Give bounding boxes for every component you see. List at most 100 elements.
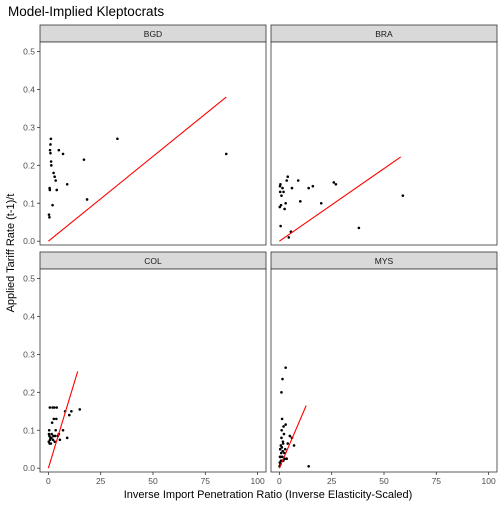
- facet-border-mys: [270, 268, 498, 473]
- data-point-bgd-5: [49, 151, 52, 155]
- data-point-col-13: [51, 438, 55, 442]
- data-point-bgd-20: [116, 137, 119, 141]
- y-tick-label-0-1: 0.1: [23, 198, 35, 208]
- data-point-bgd-17: [65, 182, 69, 186]
- data-point-mys-29: [292, 444, 296, 447]
- y-tick-label-0-3: 0.3: [23, 122, 35, 132]
- data-point-bgd-7: [49, 137, 53, 141]
- data-point-mys-17: [281, 442, 285, 445]
- y-tick-label-1-4: 0.4: [23, 311, 35, 321]
- data-point-mys-11: [280, 446, 284, 449]
- data-point-bra-3: [279, 182, 282, 186]
- facet-panels: BGD BRA COL MYS: [39, 24, 498, 473]
- data-point-bgd-21: [224, 152, 228, 156]
- data-point-bra-11: [285, 179, 288, 182]
- x-tick-label-1-25: 25: [327, 476, 337, 486]
- data-point-mys-10: [280, 428, 283, 432]
- data-point-bgd-4: [48, 148, 52, 152]
- fit-line-bra: [279, 156, 402, 242]
- chart-title: Model-Implied Kleptocrats: [8, 4, 164, 19]
- data-point-bgd-3: [48, 188, 52, 192]
- y-tick-label-0-0: 0.0: [23, 236, 35, 246]
- data-point-bra-24: [401, 194, 405, 197]
- data-point-col-19: [54, 428, 57, 432]
- data-point-bra-13: [287, 236, 291, 239]
- data-point-mys-33: [307, 465, 310, 468]
- facet-border-bra: [270, 41, 498, 246]
- data-point-bra-19: [311, 184, 315, 188]
- x-tick-label-1-75: 75: [432, 476, 442, 486]
- x-tick-label-0-25: 25: [96, 476, 106, 486]
- data-point-col-18: [53, 434, 57, 438]
- y-axis-title: Applied Tariff Rate (t-1)/t: [5, 194, 17, 313]
- data-point-bra-2: [278, 190, 282, 194]
- data-point-mys-26: [286, 442, 290, 445]
- y-tick-label-0-5: 0.5: [23, 46, 35, 56]
- data-point-bra-6: [280, 194, 283, 197]
- data-point-mys-30: [280, 391, 283, 394]
- data-point-mys-31: [281, 377, 284, 381]
- data-point-bra-10: [284, 201, 287, 205]
- data-point-col-2: [47, 428, 51, 432]
- data-point-bra-20: [319, 201, 323, 205]
- facet-panel-bra: BRA: [270, 24, 498, 246]
- x-tick-label-0-100: 100: [251, 476, 265, 486]
- data-point-col-24: [58, 438, 62, 442]
- x-tick-label-0-0: 0: [46, 476, 51, 486]
- data-point-mys-12: [280, 417, 284, 421]
- data-point-bra-4: [279, 224, 282, 228]
- facet-label-bgd: BGD: [144, 29, 162, 39]
- y-tick-label-1-2: 0.2: [23, 387, 35, 397]
- fit-line-bgd: [48, 96, 227, 242]
- data-point-col-21: [55, 406, 59, 409]
- data-point-col-29: [70, 409, 73, 413]
- data-point-mys-13: [281, 455, 284, 459]
- data-point-bgd-18: [82, 158, 86, 161]
- data-point-mys-16: [281, 440, 285, 443]
- data-point-bra-0: [278, 205, 282, 209]
- facet-label-mys: MYS: [375, 256, 394, 266]
- data-point-col-16: [52, 406, 56, 409]
- data-point-mys-23: [283, 447, 287, 451]
- data-point-bra-9: [283, 207, 286, 211]
- data-point-bra-22: [334, 182, 338, 186]
- data-point-mys-32: [284, 366, 287, 369]
- fit-line-mys: [278, 405, 307, 469]
- x-axis-ticks: 0 25 50 75 100 0 25 50 75 100: [46, 472, 496, 486]
- data-point-bgd-1: [48, 216, 51, 219]
- data-point-col-30: [78, 408, 82, 411]
- data-point-bra-15: [290, 186, 294, 190]
- data-point-bgd-0: [47, 213, 51, 216]
- data-point-bgd-8: [49, 160, 53, 163]
- data-point-mys-6: [279, 444, 283, 447]
- x-tick-label-0-50: 50: [148, 476, 158, 486]
- y-tick-label-0-2: 0.2: [23, 160, 35, 170]
- x-tick-label-1-50: 50: [379, 476, 389, 486]
- data-point-bgd-10: [51, 203, 54, 207]
- data-point-bra-21: [332, 181, 336, 184]
- facet-panel-bgd: BGD: [39, 24, 267, 246]
- data-point-col-5: [48, 406, 52, 409]
- data-point-col-8: [49, 442, 53, 445]
- data-point-bra-23: [357, 226, 361, 230]
- data-point-mys-8: [279, 451, 283, 455]
- y-tick-label-0-4: 0.4: [23, 84, 35, 94]
- data-point-mys-24: [284, 423, 287, 426]
- data-point-bgd-13: [54, 179, 57, 182]
- facet-panel-mys: MYS: [270, 251, 498, 473]
- data-point-bra-18: [307, 186, 310, 190]
- data-point-mys-15: [281, 449, 285, 453]
- data-point-col-28: [68, 413, 71, 417]
- y-tick-label-1-3: 0.3: [23, 349, 35, 359]
- facet-panel-col: COL: [39, 251, 267, 473]
- data-point-col-11: [50, 421, 54, 424]
- data-point-col-9: [50, 436, 53, 440]
- data-point-bra-8: [282, 190, 285, 194]
- data-point-mys-27: [288, 434, 292, 438]
- data-point-mys-20: [282, 432, 286, 436]
- data-point-mys-9: [280, 436, 283, 440]
- data-point-col-27: [65, 436, 69, 440]
- data-point-bgd-11: [52, 171, 55, 175]
- x-tick-label-1-100: 100: [482, 476, 496, 486]
